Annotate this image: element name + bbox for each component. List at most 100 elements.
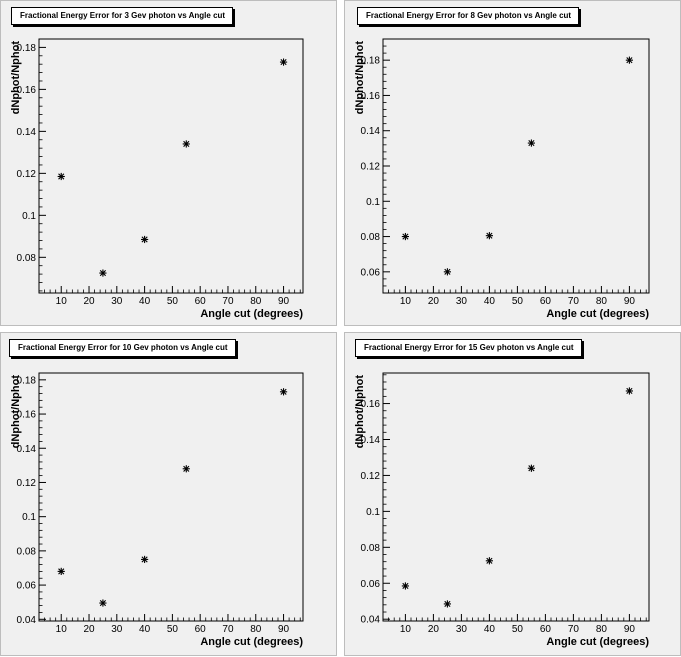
x-tick-label: 50	[167, 296, 179, 307]
x-axis-label: Angle cut (degrees)	[200, 636, 303, 648]
data-point	[401, 232, 410, 241]
y-tick-label: 0.04	[17, 615, 37, 626]
x-axis-label: Angle cut (degrees)	[546, 636, 649, 648]
data-point	[182, 140, 190, 148]
x-axis-label: Angle cut (degrees)	[546, 308, 649, 320]
chart-pad-15gev: 10 20 30 40 50 60 70 80 90 0.04 0.06 0.08 0.1 0.12 0.1…	[344, 332, 681, 656]
x-tick-label: 10	[400, 624, 412, 635]
x-tick-label: 20	[428, 624, 440, 635]
y-tick-label: 0.16	[17, 410, 37, 421]
y-tick-label: 0.16	[361, 91, 381, 102]
chart-pad-8gev: 10 20 30 40 50 60 70 80 90 0.06 0.08 0.1 0.12 0.14 0.1…	[344, 0, 681, 326]
data-point	[99, 269, 107, 277]
x-tick-label: 50	[167, 624, 179, 635]
x-tick-label: 20	[83, 624, 95, 635]
data-point	[625, 387, 633, 395]
x-tick-label: 10	[56, 624, 68, 635]
x-tick-label: 40	[139, 624, 151, 635]
x-tick-label: 30	[111, 624, 123, 635]
plot-frame	[382, 372, 650, 622]
x-tick-label: 40	[484, 296, 496, 307]
x-tick-label: 60	[540, 624, 552, 635]
data-point	[279, 388, 288, 396]
plot-frame	[382, 38, 650, 294]
x-tick-label: 80	[596, 296, 608, 307]
y-tick-label: 0.06	[361, 579, 381, 590]
x-tick-label: 60	[195, 624, 207, 635]
x-tick-label: 20	[83, 296, 95, 307]
chart-svg-8gev: 10 20 30 40 50 60 70 80 90 0.06 0.08 0.1 0.12 0.14 0.1…	[354, 38, 650, 320]
x-tick-label: 70	[222, 624, 234, 635]
x-tick-label: 90	[624, 624, 636, 635]
data-point	[141, 555, 149, 564]
chart-title-3gev: Fractional Energy Error for 3 Gev photon…	[11, 7, 234, 25]
y-tick-label: 0.14	[361, 435, 381, 446]
x-tick-label: 30	[111, 296, 123, 307]
x-axis-label: Angle cut (degrees)	[200, 308, 303, 320]
y-tick-label: 0.1	[366, 507, 380, 518]
data-point	[527, 464, 535, 472]
data-point	[443, 600, 452, 608]
data-point	[57, 172, 65, 181]
chart-title-15gev: Fractional Energy Error for 15 Gev photo…	[355, 339, 582, 357]
plot-frame	[38, 372, 304, 622]
y-tick-label: 0.12	[17, 478, 37, 489]
chart-pad-10gev: 10 20 30 40 50 60 70 80 90 0.04 0.06 0.08 0.1 0.12 0.1…	[0, 332, 337, 656]
data-point	[485, 557, 493, 565]
x-tick-label: 10	[400, 296, 412, 307]
data-point	[141, 235, 149, 244]
x-tick-label: 70	[222, 296, 234, 307]
data-point	[279, 58, 288, 66]
data-point	[625, 56, 633, 64]
chart-title-8gev: Fractional Energy Error for 8 Gev photon…	[357, 7, 580, 25]
y-tick-label: 0.14	[17, 127, 37, 138]
chart-svg-3gev: 10 20 30 40 50 60 70 80 90 0.08 0.1 0.12 0.14 0.16 0.1…	[10, 38, 304, 320]
x-tick-label: 30	[456, 296, 468, 307]
data-point	[485, 232, 493, 240]
y-axis-label: dNphot/Nphot	[354, 375, 366, 449]
x-tick-label: 40	[484, 624, 496, 635]
x-tick-label: 30	[456, 624, 468, 635]
y-tick-label: 0.08	[361, 543, 381, 554]
x-tick-label: 90	[278, 624, 290, 635]
y-tick-label: 0.1	[22, 211, 36, 222]
data-point	[99, 599, 107, 607]
y-tick-label: 0.12	[17, 169, 37, 180]
data-point	[182, 465, 190, 473]
x-tick-label: 60	[195, 296, 207, 307]
y-tick-label: 0.16	[17, 85, 37, 96]
y-tick-label: 0.18	[17, 375, 37, 386]
x-tick-label: 80	[250, 624, 262, 635]
x-tick-label: 70	[568, 296, 580, 307]
y-tick-label: 0.08	[17, 253, 37, 264]
data-point	[443, 268, 452, 276]
y-tick-label: 0.12	[361, 471, 381, 482]
data-point	[527, 139, 535, 147]
chart-pad-3gev: 10 20 30 40 50 60 70 80 90 0.08 0.1 0.12 0.14 0.16 0.1…	[0, 0, 337, 326]
chart-title-10gev: Fractional Energy Error for 10 Gev photo…	[9, 339, 236, 357]
x-tick-label: 90	[278, 296, 290, 307]
plot-frame	[38, 38, 304, 294]
y-tick-label: 0.06	[361, 267, 381, 278]
x-tick-label: 60	[540, 296, 552, 307]
y-tick-label: 0.18	[361, 56, 381, 67]
chart-svg-15gev: 10 20 30 40 50 60 70 80 90 0.04 0.06 0.08 0.1 0.12 0.1…	[354, 372, 650, 648]
y-tick-label: 0.14	[361, 126, 381, 137]
x-tick-label: 40	[139, 296, 151, 307]
y-tick-label: 0.08	[361, 232, 381, 243]
x-tick-label: 70	[568, 624, 580, 635]
y-tick-label: 0.18	[17, 43, 37, 54]
y-tick-label: 0.1	[366, 197, 380, 208]
x-tick-label: 80	[596, 624, 608, 635]
chart-svg-10gev: 10 20 30 40 50 60 70 80 90 0.04 0.06 0.08 0.1 0.12 0.1…	[10, 372, 304, 648]
x-tick-label: 50	[512, 624, 524, 635]
y-tick-label: 0.1	[22, 512, 36, 523]
x-tick-label: 20	[428, 296, 440, 307]
y-axis-label: dNphot/Nphot	[354, 41, 366, 115]
data-point	[57, 567, 65, 575]
y-tick-label: 0.06	[17, 581, 37, 592]
data-point	[401, 582, 410, 590]
x-tick-label: 10	[56, 296, 68, 307]
y-tick-label: 0.12	[361, 162, 381, 173]
